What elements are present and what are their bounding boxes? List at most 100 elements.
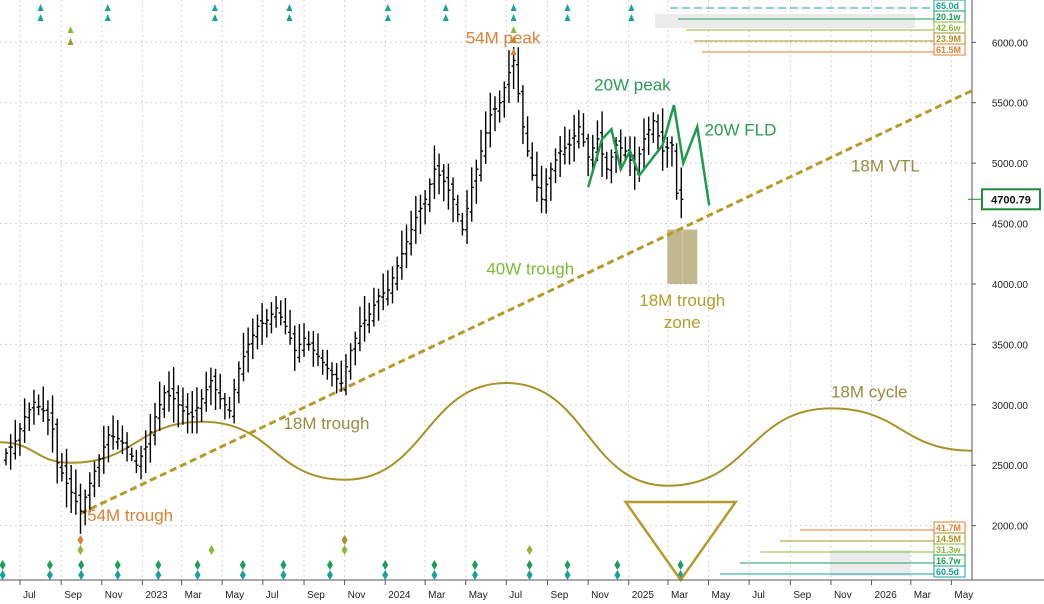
x-tick-label: Mar [914, 590, 932, 601]
period-label: 61.5M [936, 45, 961, 55]
price-bar [367, 302, 372, 334]
price-bar [609, 149, 614, 184]
price-bar [73, 469, 78, 515]
price-bar [208, 367, 213, 406]
price-bar [69, 465, 74, 514]
price-bar [148, 414, 153, 463]
fld-line-path [586, 104, 711, 206]
price-bar [115, 420, 120, 450]
price-bar [292, 325, 297, 371]
cycle-trough-marker [46, 560, 53, 570]
cycle-trough-marker [614, 560, 621, 570]
cycle-trough-marker [46, 570, 53, 580]
price-bar [31, 389, 37, 425]
price-bar [101, 425, 106, 474]
price-bar [525, 116, 530, 157]
price-bar [297, 324, 302, 363]
price-bar [562, 126, 567, 165]
price-bar [176, 385, 181, 428]
trough-zone-label: zone [664, 313, 701, 332]
cycle-trough-marker [194, 570, 201, 580]
cycle-markers [0, 4, 739, 583]
price-bar [269, 302, 274, 334]
cycle-trough-marker [526, 545, 533, 555]
period-label: 20.1w [936, 12, 962, 22]
cycle-trough-marker [280, 570, 287, 580]
price-bar [204, 371, 209, 412]
price-bar [446, 163, 451, 210]
price-bar [506, 50, 512, 104]
price-bar [669, 136, 675, 167]
cycle-trough-marker [472, 570, 479, 580]
x-tick-label: 2026 [875, 590, 898, 601]
cycle-peak-marker [384, 14, 391, 21]
price-bar [36, 394, 41, 416]
cycle-peak-marker [384, 4, 391, 11]
price-bar [553, 148, 558, 184]
price-bar [124, 432, 130, 462]
price-bar [390, 266, 395, 304]
price-bar [92, 461, 97, 497]
price-bar [558, 136, 563, 177]
price-bar [180, 387, 186, 425]
price-bar [679, 167, 684, 219]
price-bar [371, 287, 376, 327]
price-bar [218, 373, 223, 410]
period-label: 42.6w [936, 23, 962, 33]
price-bar [590, 134, 595, 171]
cycle-trough-marker [431, 570, 438, 580]
x-tick-label: Jul [509, 590, 522, 601]
cycle-trough-marker [341, 545, 348, 555]
price-bar [572, 114, 577, 162]
price-bar [227, 396, 232, 419]
cycle-trough-marker [208, 545, 215, 555]
price-bar [497, 90, 502, 123]
annotations: 54M peak 20W peak 20W FLD 18M VTL 40W trough… [87, 29, 920, 525]
price-bar [460, 212, 465, 236]
price-bar [250, 318, 255, 360]
cycle-trough-marker [326, 570, 333, 580]
cycle-trough-marker [526, 560, 533, 570]
price-bar [246, 327, 251, 373]
cycle-peak-marker [628, 14, 635, 21]
cycle-peak-marker [211, 14, 218, 21]
price-bar [157, 381, 162, 431]
cycle-trough-marker [239, 570, 246, 580]
x-tick-label: 2025 [632, 590, 655, 601]
price-bar [567, 129, 572, 165]
cycle-trough-marker [77, 545, 84, 555]
price-bar [13, 419, 18, 460]
cycle-trough-marker [280, 560, 287, 570]
cycle-trough-marker [194, 560, 201, 570]
x-tick-label: Jul [266, 590, 279, 601]
cycle-wave [0, 382, 973, 487]
x-tick-label: Nov [591, 590, 609, 601]
price-bar [674, 143, 679, 200]
price-bar [22, 398, 27, 443]
price-bar [646, 116, 651, 156]
price-bar [492, 96, 498, 132]
cycle-wave-path [0, 382, 973, 487]
price-bar [3, 448, 9, 466]
x-tick-label: Nov [348, 590, 366, 601]
price-bar [576, 110, 581, 149]
price-bar [385, 270, 390, 306]
price-bar [171, 367, 176, 423]
price-bar [166, 371, 172, 412]
price-bar [623, 136, 628, 161]
cycle-peak-marker [37, 14, 44, 21]
y-tick-label: 2500.00 [992, 461, 1029, 472]
period-label: 41.7M [936, 523, 961, 533]
price-bar [353, 331, 358, 366]
cycle-trough-marker [341, 535, 348, 545]
cycle-peak-marker [628, 4, 635, 11]
last-price-box [981, 188, 1041, 211]
cycle-peak-marker [564, 14, 571, 21]
price-bar [478, 129, 484, 182]
price-bar [604, 151, 609, 180]
price-bar [418, 194, 423, 235]
x-tick-label: Mar [671, 590, 689, 601]
price-bar [413, 196, 418, 244]
price-bar [641, 118, 647, 171]
